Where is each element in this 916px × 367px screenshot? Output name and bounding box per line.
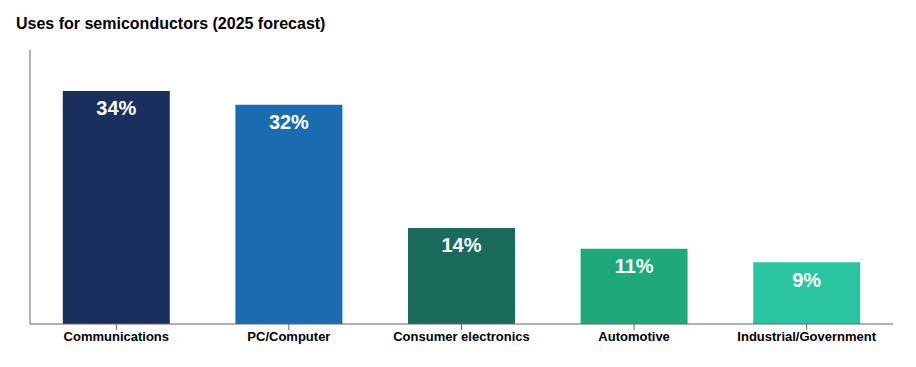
svg-text:34%: 34% [96,97,136,119]
svg-text:Automotive: Automotive [598,329,670,344]
svg-text:9%: 9% [792,269,821,291]
svg-text:11%: 11% [615,255,654,277]
svg-text:Consumer electronics: Consumer electronics [393,329,530,344]
svg-text:14%: 14% [441,234,481,256]
svg-text:Industrial/Government: Industrial/Government [737,329,876,344]
html-text:Uses for semiconductors (2025: Uses for semiconductors (2025 forecast) [16,15,326,32]
svg-text:32%: 32% [269,111,309,133]
svg-text:PC/Computer: PC/Computer [247,329,330,344]
svg-text:Communications: Communications [64,329,169,344]
